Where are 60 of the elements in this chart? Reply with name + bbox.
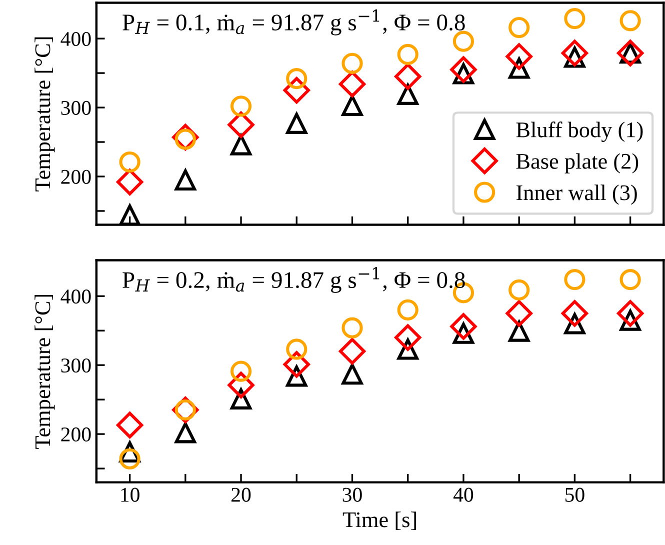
annotation: P$_{H}$ = 0.1, ṁ$_{a}$ = 91.87 g s$^{−1}$, Φ = 0.8 [122, 9, 465, 36]
point [174, 169, 196, 190]
point [508, 58, 530, 79]
point [508, 16, 530, 38]
point [342, 94, 363, 116]
y-tick-label: 400 [60, 290, 91, 304]
point [506, 300, 532, 327]
point [394, 324, 422, 351]
point [283, 76, 310, 104]
point [230, 360, 252, 382]
x-axis-title: Time [s] [342, 512, 416, 530]
point [564, 8, 586, 30]
point [397, 299, 418, 320]
x-tick-label: 30 [342, 488, 362, 502]
point [506, 43, 532, 70]
x-tick-label: 20 [232, 488, 251, 502]
point [342, 364, 363, 385]
point [119, 204, 140, 225]
y-axis-title: Temperature [°C] [34, 37, 55, 192]
y-tick-label: 400 [60, 32, 91, 46]
point [561, 40, 588, 66]
x-tick-label: 10 [121, 488, 140, 502]
point [508, 279, 530, 300]
y-tick-label: 200 [61, 427, 91, 442]
point [450, 313, 477, 340]
point [283, 351, 310, 378]
point [452, 30, 474, 52]
point [564, 269, 586, 290]
point [230, 134, 252, 156]
point [230, 388, 252, 410]
point [230, 96, 252, 117]
point [620, 10, 641, 32]
point [116, 168, 144, 196]
point [338, 70, 366, 98]
point [561, 300, 588, 327]
y-axis-title: Temperature [°C] [34, 294, 55, 449]
point [338, 338, 366, 365]
legend-label: Bluff body (1) [516, 122, 643, 142]
point [119, 151, 140, 173]
point [119, 448, 140, 470]
point [616, 300, 644, 327]
point [620, 269, 641, 290]
point [450, 56, 477, 83]
y-tick-label: 300 [61, 358, 91, 373]
x-tick-label: 50 [565, 488, 584, 502]
point [397, 44, 418, 65]
legend-label: Base plate (2) [516, 153, 638, 174]
point [286, 338, 308, 360]
point [174, 422, 196, 444]
x-tick-label: 40 [453, 488, 474, 502]
annotation: P$_{H}$ = 0.2, ṁ$_{a}$ = 91.87 g s$^{−1}$, Φ = 0.8 [122, 266, 465, 293]
y-tick-label: 300 [61, 100, 91, 115]
point [286, 68, 308, 90]
point [342, 317, 363, 338]
point [394, 63, 422, 90]
point [286, 112, 308, 134]
legend-label: Inner wall (3) [516, 184, 637, 205]
point [342, 52, 363, 74]
point [116, 412, 144, 438]
y-tick-label: 200 [61, 170, 91, 184]
